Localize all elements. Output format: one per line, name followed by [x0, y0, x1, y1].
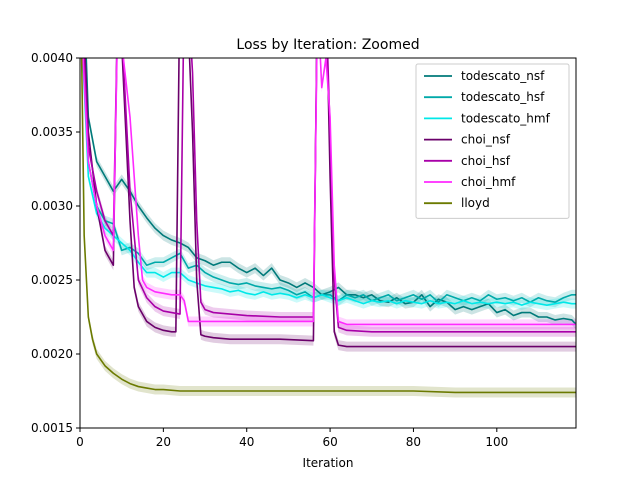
- x-tick-label: 80: [406, 435, 421, 449]
- series-line-choi_hsf: [83, 58, 576, 333]
- legend-label: todescato_hmf: [461, 111, 551, 125]
- legend-label: lloyd: [461, 196, 490, 210]
- chart-title: Loss by Iteration: Zoomed: [236, 37, 419, 53]
- legend-label: todescato_nsf: [461, 69, 545, 83]
- series-line-todescato_nsf: [85, 58, 576, 325]
- y-tick-label: 0.0025: [31, 273, 73, 287]
- legend-label: choi_nsf: [461, 133, 511, 147]
- legend-label: choi_hmf: [461, 175, 516, 189]
- legend-label: choi_hsf: [461, 154, 511, 168]
- series-line-lloyd: [80, 58, 576, 394]
- plot-frame: [79, 57, 577, 429]
- x-axis-label: Iteration: [303, 456, 354, 470]
- y-axis: 0.0015 0.0020 0.0025 0.0030 0.0035 0.0040: [31, 51, 80, 435]
- series-lines: [80, 58, 576, 394]
- x-tick-label: 60: [322, 435, 337, 449]
- x-tick-label: 20: [156, 435, 171, 449]
- x-tick-label: 40: [239, 435, 254, 449]
- legend: todescato_nsf todescato_hsf todescato_hmfc…: [415, 63, 570, 219]
- series-line-todescato_hsf: [83, 58, 576, 304]
- legend-label: todescato_hsf: [461, 90, 545, 104]
- x-tick-label: 0: [76, 435, 84, 449]
- y-tick-label: 0.0030: [31, 199, 73, 213]
- series-line-choi_hmf: [82, 58, 576, 326]
- x-axis: 0 20 40 60 80 100: [76, 428, 508, 449]
- y-tick-label: 0.0040: [31, 51, 73, 65]
- legend-box: [415, 63, 570, 219]
- band-todescato_nsf: [86, 58, 576, 330]
- y-tick-label: 0.0015: [31, 421, 73, 435]
- y-tick-label: 0.0020: [31, 347, 73, 361]
- x-tick-label: 100: [485, 435, 508, 449]
- series-line-todescato_hmf: [81, 58, 576, 306]
- y-tick-label: 0.0035: [31, 125, 73, 139]
- series-line-choi_nsf: [84, 58, 576, 348]
